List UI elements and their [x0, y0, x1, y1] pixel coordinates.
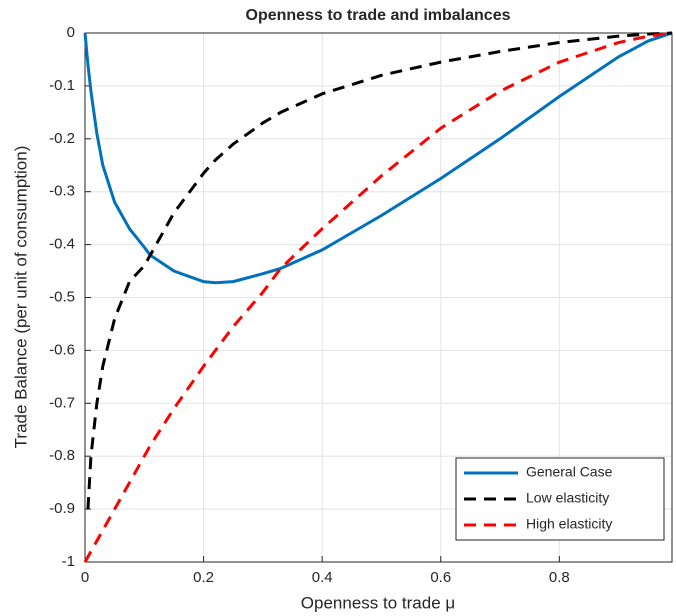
x-tick-label: 0.8	[549, 569, 570, 586]
y-tick-label: -0.9	[49, 500, 75, 517]
y-tick-label: -0.3	[49, 183, 75, 200]
y-tick-label: -0.1	[49, 77, 75, 94]
y-tick-label: -0.8	[49, 447, 75, 464]
y-tick-label: -0.6	[49, 341, 75, 358]
x-tick-label: 0.4	[312, 569, 333, 586]
legend-label: Low elasticity	[526, 490, 609, 506]
x-tick-label: 0	[81, 569, 89, 586]
y-tick-label: -0.2	[49, 130, 75, 147]
chart-title: Openness to trade and imbalances	[246, 7, 511, 24]
line-series	[86, 31, 673, 510]
x-tick-label: 0.2	[193, 569, 214, 586]
line-series	[83, 31, 673, 563]
y-tick-label: 0	[67, 24, 75, 41]
legend-label: High elasticity	[526, 516, 612, 532]
y-tick-label: -0.7	[49, 394, 75, 411]
y-tick-label: -0.5	[49, 288, 75, 305]
y-tick-label: -1	[62, 553, 75, 570]
y-tick-label: -0.4	[49, 236, 75, 253]
legend-label: General Case	[526, 464, 613, 480]
line-series	[83, 31, 673, 285]
x-tick-label: 0.6	[430, 569, 451, 586]
plot-frame	[84, 32, 673, 563]
x-axis-label: Openness to trade μ	[301, 593, 455, 612]
y-axis-label: Trade Balance (per unit of consumption)	[11, 146, 30, 449]
